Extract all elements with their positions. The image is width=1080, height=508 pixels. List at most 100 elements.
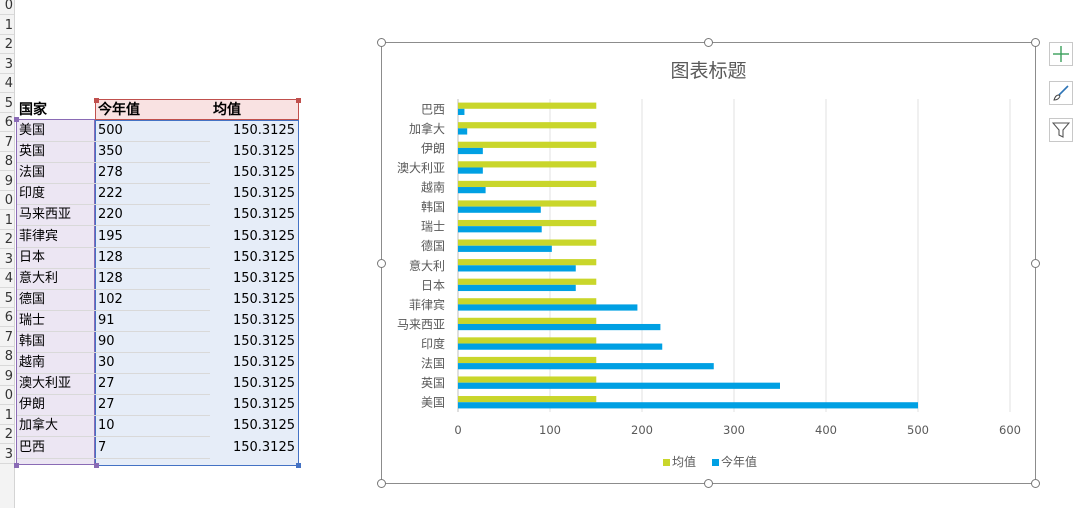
table-cell-country[interactable]: 澳大利亚 [19,376,72,392]
table-cell-average[interactable]: 150.3125 [232,123,295,138]
row-header[interactable]: 9 [0,172,14,191]
table-cell-average[interactable]: 150.3125 [232,207,295,223]
table-cell-current[interactable]: 350 [98,144,123,160]
table-cell-country[interactable]: 法国 [19,165,46,181]
table-cell-average[interactable]: 150.3125 [232,397,295,413]
row-header[interactable]: 2 [0,230,14,249]
row-header[interactable]: 3 [0,250,14,269]
table-cell-current[interactable]: 10 [98,418,115,434]
row-header[interactable]: 2 [0,35,14,54]
table-cell-average[interactable]: 150.3125 [232,355,295,371]
table-cell-country[interactable]: 菲律宾 [19,228,59,244]
resize-handle-top-left[interactable] [377,38,386,47]
row-header[interactable]: 3 [0,445,14,464]
range-highlight-country [16,119,95,465]
range-corner-handle[interactable] [296,463,301,468]
table-cell-country[interactable]: 瑞士 [19,312,46,328]
chart-title[interactable]: 图表标题 [670,60,747,82]
filter-icon [1052,122,1070,138]
row-header[interactable]: 8 [0,152,14,171]
table-cell-country[interactable]: 加拿大 [19,418,59,434]
table-cell-current[interactable]: 128 [98,249,123,265]
row-header[interactable]: 6 [0,113,14,132]
row-header[interactable]: 7 [0,328,14,347]
table-cell-average[interactable]: 150.3125 [232,312,295,328]
table-cell-country[interactable]: 美国 [19,123,46,138]
range-corner-handle[interactable] [94,463,99,468]
row-header[interactable]: 3 [0,55,14,74]
table-cell-current[interactable]: 90 [98,334,115,349]
table-cell-country[interactable]: 德国 [19,291,46,307]
table-cell-current[interactable]: 7 [98,439,107,455]
resize-handle-left[interactable] [377,259,386,268]
row-header[interactable]: 8 [0,347,14,366]
table-cell-current[interactable]: 278 [98,165,123,181]
resize-handle-top[interactable] [704,38,713,47]
cell-border [17,330,210,332]
row-header[interactable]: 7 [0,133,14,152]
table-cell-current[interactable]: 128 [98,270,123,286]
table-cell-current[interactable]: 500 [98,123,123,138]
row-header[interactable]: 2 [0,425,14,444]
table-cell-average[interactable]: 150.3125 [232,334,295,349]
table-cell-country[interactable]: 马来西亚 [19,207,72,223]
range-corner-handle[interactable] [296,98,301,103]
row-header[interactable]: 4 [0,74,14,93]
chart-styles-button[interactable] [1049,81,1073,105]
table-cell-country[interactable]: 越南 [19,355,46,371]
table-cell-country[interactable]: 日本 [19,249,46,265]
row-header[interactable]: 1 [0,406,14,425]
table-cell-average[interactable]: 150.3125 [232,270,295,286]
header-cell-country[interactable]: 国家 [19,102,47,118]
table-cell-current[interactable]: 30 [98,355,115,371]
table-cell-current[interactable]: 222 [98,186,123,202]
row-header[interactable]: 5 [0,289,14,308]
table-cell-average[interactable]: 150.3125 [232,376,295,392]
row-header[interactable]: 9 [0,367,14,386]
resize-handle-right[interactable] [1031,259,1040,268]
table-cell-average[interactable]: 150.3125 [232,418,295,434]
table-cell-average[interactable]: 150.3125 [232,439,295,455]
table-cell-current[interactable]: 220 [98,207,123,223]
range-corner-handle[interactable] [14,117,19,122]
range-highlight-values [95,120,299,466]
table-cell-country[interactable]: 韩国 [19,334,46,349]
table-cell-current[interactable]: 102 [98,291,123,307]
table-cell-average[interactable]: 150.3125 [232,165,295,181]
cell-border [17,373,210,375]
row-header[interactable]: 5 [0,94,14,113]
row-header[interactable]: 0 [0,191,14,210]
table-cell-current[interactable]: 27 [98,397,115,413]
row-header[interactable]: 0 [0,386,14,405]
range-corner-handle[interactable] [94,98,99,103]
row-header[interactable]: 1 [0,211,14,230]
table-cell-average[interactable]: 150.3125 [232,291,295,307]
header-cell-current[interactable]: 今年值 [98,102,140,118]
chart-elements-button[interactable] [1049,42,1073,66]
table-cell-current[interactable]: 27 [98,376,115,392]
chart-area[interactable] [381,42,1036,484]
table-cell-average[interactable]: 150.3125 [232,249,295,265]
table-cell-country[interactable]: 印度 [19,186,46,202]
table-cell-current[interactable]: 195 [98,228,123,244]
table-cell-country[interactable]: 英国 [19,144,46,160]
row-header[interactable]: 6 [0,308,14,327]
table-cell-average[interactable]: 150.3125 [232,186,295,202]
resize-handle-top-right[interactable] [1031,38,1040,47]
table-cell-country[interactable]: 意大利 [19,270,59,286]
row-header[interactable]: 0 [0,0,14,15]
header-cell-average[interactable]: 均值 [213,102,241,118]
row-header[interactable]: 1 [0,16,14,35]
resize-handle-bottom[interactable] [704,479,713,488]
range-corner-handle[interactable] [14,463,19,468]
resize-handle-bottom-left[interactable] [377,479,386,488]
chart-filters-button[interactable] [1049,118,1073,142]
table-cell-country[interactable]: 伊朗 [19,397,46,413]
table-cell-average[interactable]: 150.3125 [232,144,295,160]
table-cell-current[interactable]: 91 [98,312,115,328]
resize-handle-bottom-right[interactable] [1031,479,1040,488]
table-cell-average[interactable]: 150.3125 [232,228,295,244]
row-header[interactable]: 4 [0,269,14,288]
table-cell-country[interactable]: 巴西 [19,439,46,455]
